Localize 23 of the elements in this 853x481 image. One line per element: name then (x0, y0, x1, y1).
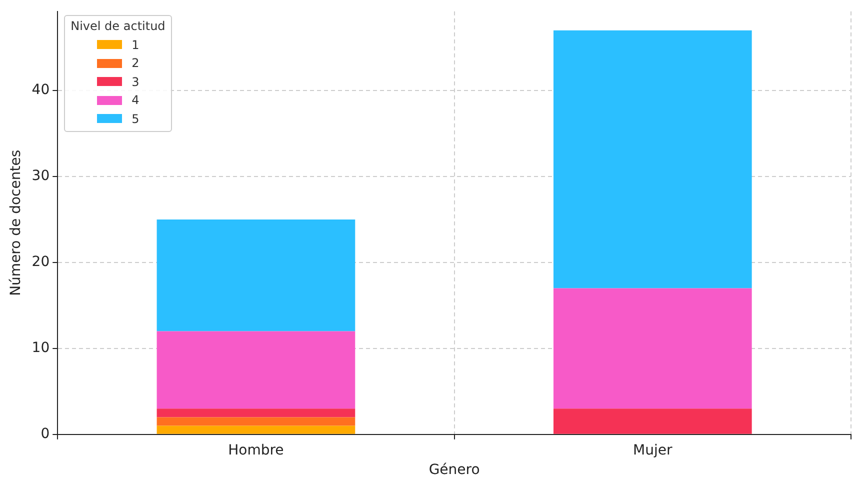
y-tick-label: 0 (40, 426, 50, 442)
bar (156, 426, 356, 434)
legend-label: 4 (132, 93, 140, 108)
bar (156, 417, 356, 426)
legend-label: 3 (132, 74, 140, 89)
bar (156, 331, 356, 409)
x-tick-label: Mujer (633, 442, 672, 458)
legend-label: 5 (132, 112, 140, 126)
bar (553, 288, 752, 409)
y-tick-label: 20 (32, 254, 50, 270)
bar (553, 30, 752, 288)
y-axis-title: Número de docentes (8, 150, 24, 296)
y-tick-label: 40 (32, 82, 50, 98)
y-tick-label: 30 (32, 168, 50, 184)
bar (553, 408, 752, 434)
bar (156, 219, 356, 332)
legend-title: Nivel de actitud (70, 19, 166, 34)
y-tick-label: 10 (32, 340, 50, 356)
legend-label: 1 (132, 38, 140, 52)
bar (156, 408, 356, 418)
x-axis-title: Género (428, 462, 480, 478)
x-tick-label: Hombre (228, 442, 284, 458)
legend-label: 2 (132, 56, 140, 70)
